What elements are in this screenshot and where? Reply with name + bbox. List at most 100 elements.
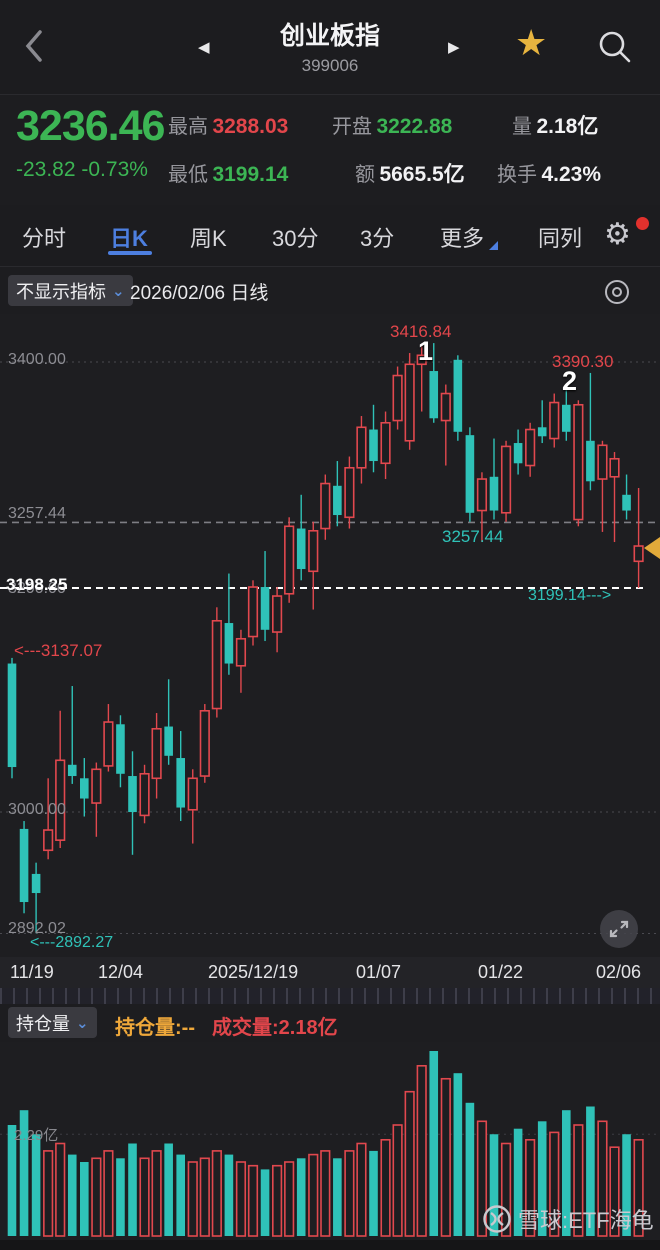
candle-body[interactable] (562, 404, 571, 432)
tab-side-by-side[interactable]: 同列 (538, 226, 583, 251)
candle-body[interactable] (465, 435, 475, 513)
volume-bar[interactable] (513, 1128, 523, 1236)
volume-bar[interactable] (55, 1142, 66, 1237)
volume-bar[interactable] (308, 1153, 319, 1237)
tab-minute[interactable]: 分时 (22, 226, 67, 251)
volume-bar[interactable] (103, 1150, 114, 1237)
volume-bar[interactable] (597, 1120, 608, 1237)
volume-bar[interactable] (440, 1077, 451, 1237)
candle-body[interactable] (476, 478, 488, 512)
back-button[interactable] (22, 26, 46, 71)
volume-bar[interactable] (404, 1090, 415, 1237)
volume-bar[interactable] (19, 1110, 29, 1236)
volume-bar[interactable] (67, 1154, 77, 1236)
volume-bar[interactable] (116, 1158, 125, 1236)
volume-bar[interactable] (573, 1124, 584, 1237)
candle-body[interactable] (271, 595, 283, 633)
candle-body[interactable] (404, 363, 415, 442)
candle-body[interactable] (369, 429, 378, 462)
candle-body[interactable] (164, 726, 173, 756)
eye-icon[interactable] (602, 277, 632, 312)
candle-body[interactable] (224, 623, 234, 664)
candle-body[interactable] (597, 444, 608, 480)
expand-chart-button[interactable] (600, 910, 638, 948)
volume-bar[interactable] (525, 1139, 536, 1237)
volume-bar[interactable] (465, 1102, 475, 1236)
volume-bar[interactable] (296, 1158, 306, 1236)
volume-bar[interactable] (151, 1150, 162, 1237)
volume-bar[interactable] (247, 1164, 259, 1237)
candle-body[interactable] (440, 392, 451, 422)
candle-body[interactable] (43, 829, 54, 852)
candlestick-chart[interactable]: 3400.00 3257.44 3200.00 3198.25 3000.00 … (0, 314, 660, 957)
next-stock-button[interactable]: ▶ (448, 39, 460, 56)
candle-body[interactable] (296, 528, 306, 570)
volume-bar[interactable] (31, 1134, 41, 1236)
candle-body[interactable] (260, 587, 270, 630)
candle-body[interactable] (139, 772, 150, 817)
candle-body[interactable] (128, 776, 137, 813)
candle-body[interactable] (151, 727, 162, 780)
candle-body[interactable] (344, 466, 355, 519)
volume-bar[interactable] (416, 1064, 427, 1237)
candle-body[interactable] (308, 529, 319, 573)
volume-chart[interactable]: 2.29亿 (0, 1042, 660, 1240)
candle-body[interactable] (7, 663, 17, 768)
volume-bar[interactable] (128, 1143, 137, 1237)
volume-bar[interactable] (429, 1051, 439, 1236)
candle-body[interactable] (453, 359, 463, 432)
volume-bar[interactable] (392, 1124, 403, 1237)
volume-bar[interactable] (211, 1150, 222, 1237)
candle-body[interactable] (235, 637, 247, 667)
volume-bar[interactable] (320, 1150, 331, 1237)
candle-body[interactable] (633, 545, 644, 563)
candle-body[interactable] (320, 482, 331, 530)
candle-body[interactable] (380, 421, 391, 465)
volume-bar[interactable] (344, 1150, 355, 1237)
candle-body[interactable] (176, 758, 185, 808)
volume-bar[interactable] (356, 1142, 367, 1237)
favorite-star-icon[interactable]: ★ (515, 22, 548, 63)
tab-weekly-k[interactable]: 周K (190, 226, 227, 251)
candle-body[interactable] (284, 525, 295, 595)
candle-body[interactable] (537, 427, 547, 437)
tab-more[interactable]: 更多 (440, 226, 485, 251)
volume-bar[interactable] (476, 1120, 488, 1237)
volume-bar[interactable] (549, 1131, 560, 1237)
candle-body[interactable] (199, 709, 210, 777)
candle-body[interactable] (525, 428, 536, 467)
candle-body[interactable] (416, 354, 427, 366)
volume-bar[interactable] (500, 1142, 512, 1237)
candle-body[interactable] (19, 828, 29, 903)
candle-body[interactable] (211, 619, 222, 710)
indicator-dropdown[interactable]: 不显示指标 ⌄ (8, 275, 133, 306)
candle-body[interactable] (356, 426, 367, 469)
candle-body[interactable] (513, 443, 523, 464)
search-icon[interactable] (596, 28, 634, 71)
candle-body[interactable] (392, 374, 403, 422)
candle-body[interactable] (573, 403, 584, 521)
volume-bar[interactable] (537, 1121, 547, 1236)
volume-bar[interactable] (176, 1154, 185, 1236)
volume-bar[interactable] (380, 1139, 391, 1237)
candle-body[interactable] (103, 721, 114, 767)
volume-bar[interactable] (369, 1150, 378, 1236)
volume-bar[interactable] (489, 1134, 499, 1236)
volume-bar[interactable] (187, 1161, 198, 1237)
candle-body[interactable] (80, 778, 89, 799)
position-dropdown[interactable]: 持仓量 ⌄ (8, 1007, 97, 1038)
volume-bar[interactable] (139, 1157, 150, 1237)
volume-bar[interactable] (284, 1161, 295, 1237)
volume-bar[interactable] (453, 1073, 463, 1236)
gear-icon[interactable]: ⚙ (604, 218, 631, 251)
time-tick-strip[interactable] (0, 988, 660, 1004)
volume-bar[interactable] (199, 1157, 210, 1237)
volume-bar[interactable] (260, 1169, 270, 1236)
volume-bar[interactable] (633, 1139, 644, 1237)
tab-30min[interactable]: 30分 (272, 226, 319, 251)
volume-bar[interactable] (271, 1164, 283, 1237)
volume-bar[interactable] (622, 1134, 631, 1236)
candle-body[interactable] (247, 586, 259, 638)
candle-body[interactable] (55, 759, 66, 841)
volume-bar[interactable] (164, 1143, 173, 1237)
